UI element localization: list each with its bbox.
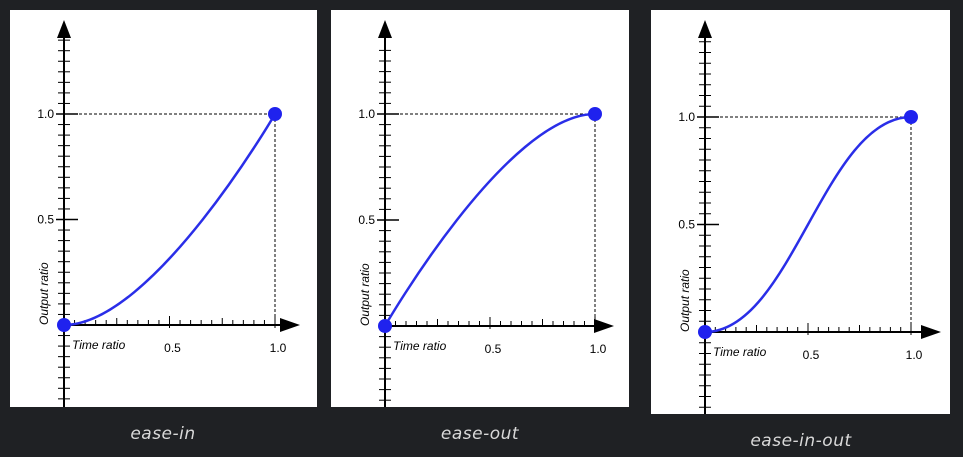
ease-out-x-tick-label: 0.5 — [485, 342, 502, 356]
ease-out-ticks — [377, 49, 596, 401]
ease-out-curve — [383, 112, 596, 327]
ease-in-curve — [63, 113, 277, 327]
ease-in-end-point — [268, 107, 282, 121]
ease-in-out-caption: ease-in-out — [750, 431, 852, 451]
ease-in-diagram: 0.5 1.0 0.5 1.0 Time ratio Output ratio — [10, 10, 317, 407]
ease-in-out-start-point — [698, 325, 712, 339]
ease-in-out-end-point — [904, 110, 918, 124]
ease-in-out-x-tick-label: 0.5 — [803, 348, 820, 362]
ease-out-x-axis-arrow — [594, 319, 614, 333]
ease-in-out-diagram: 0.5 1.0 0.5 1.0 Time ratio Output ratio — [651, 10, 950, 414]
ease-in-y-axis-arrow — [57, 20, 71, 38]
ease-in-out-x-axis-title: Time ratio — [713, 345, 767, 359]
ease-out-x-tick-label: 1.0 — [590, 342, 607, 356]
ease-in-y-tick-label: 0.5 — [37, 213, 54, 227]
ease-in-y-tick-label: 1.0 — [37, 107, 54, 121]
ease-in-out-y-tick-label: 0.5 — [678, 218, 695, 232]
ease-out-x-axis-title: Time ratio — [393, 339, 447, 353]
ease-in-out-y-axis-arrow — [698, 20, 712, 38]
ease-in-y-axis-title: Output ratio — [37, 262, 51, 325]
ease-out-y-axis-title: Output ratio — [358, 263, 372, 326]
ease-in-svg: 0.5 1.0 0.5 1.0 Time ratio Output ratio — [37, 20, 300, 407]
ease-in-out-svg: 0.5 1.0 0.5 1.0 Time ratio Output ratio — [678, 20, 941, 414]
ease-in-ticks — [56, 39, 276, 400]
ease-out-end-point — [588, 107, 602, 121]
ease-in-start-point — [57, 318, 71, 332]
ease-out-start-point — [378, 319, 392, 333]
ease-in-out-x-tick-label: 1.0 — [906, 348, 923, 362]
ease-out-y-tick-label: 0.5 — [358, 213, 375, 227]
ease-in-x-axis-arrow — [280, 318, 300, 332]
ease-out-y-tick-label: 1.0 — [358, 107, 375, 121]
ease-out-caption: ease-out — [440, 424, 520, 444]
ease-in-caption: ease-in — [130, 424, 196, 444]
ease-in-out-y-tick-label: 1.0 — [678, 110, 695, 124]
ease-out-y-axis-arrow — [378, 20, 392, 38]
ease-in-out-curve — [704, 115, 912, 334]
ease-in-out-x-axis-arrow — [921, 325, 941, 339]
ease-out-diagram: 0.5 1.0 0.5 1.0 Time ratio Output ratio — [331, 10, 629, 407]
ease-in-x-tick-label: 0.5 — [164, 341, 181, 355]
ease-in-x-tick-label: 1.0 — [270, 341, 287, 355]
ease-in-x-axis-title: Time ratio — [72, 338, 126, 352]
ease-in-out-y-axis-title: Output ratio — [678, 269, 692, 332]
ease-out-svg: 0.5 1.0 0.5 1.0 Time ratio Output ratio — [358, 20, 614, 407]
